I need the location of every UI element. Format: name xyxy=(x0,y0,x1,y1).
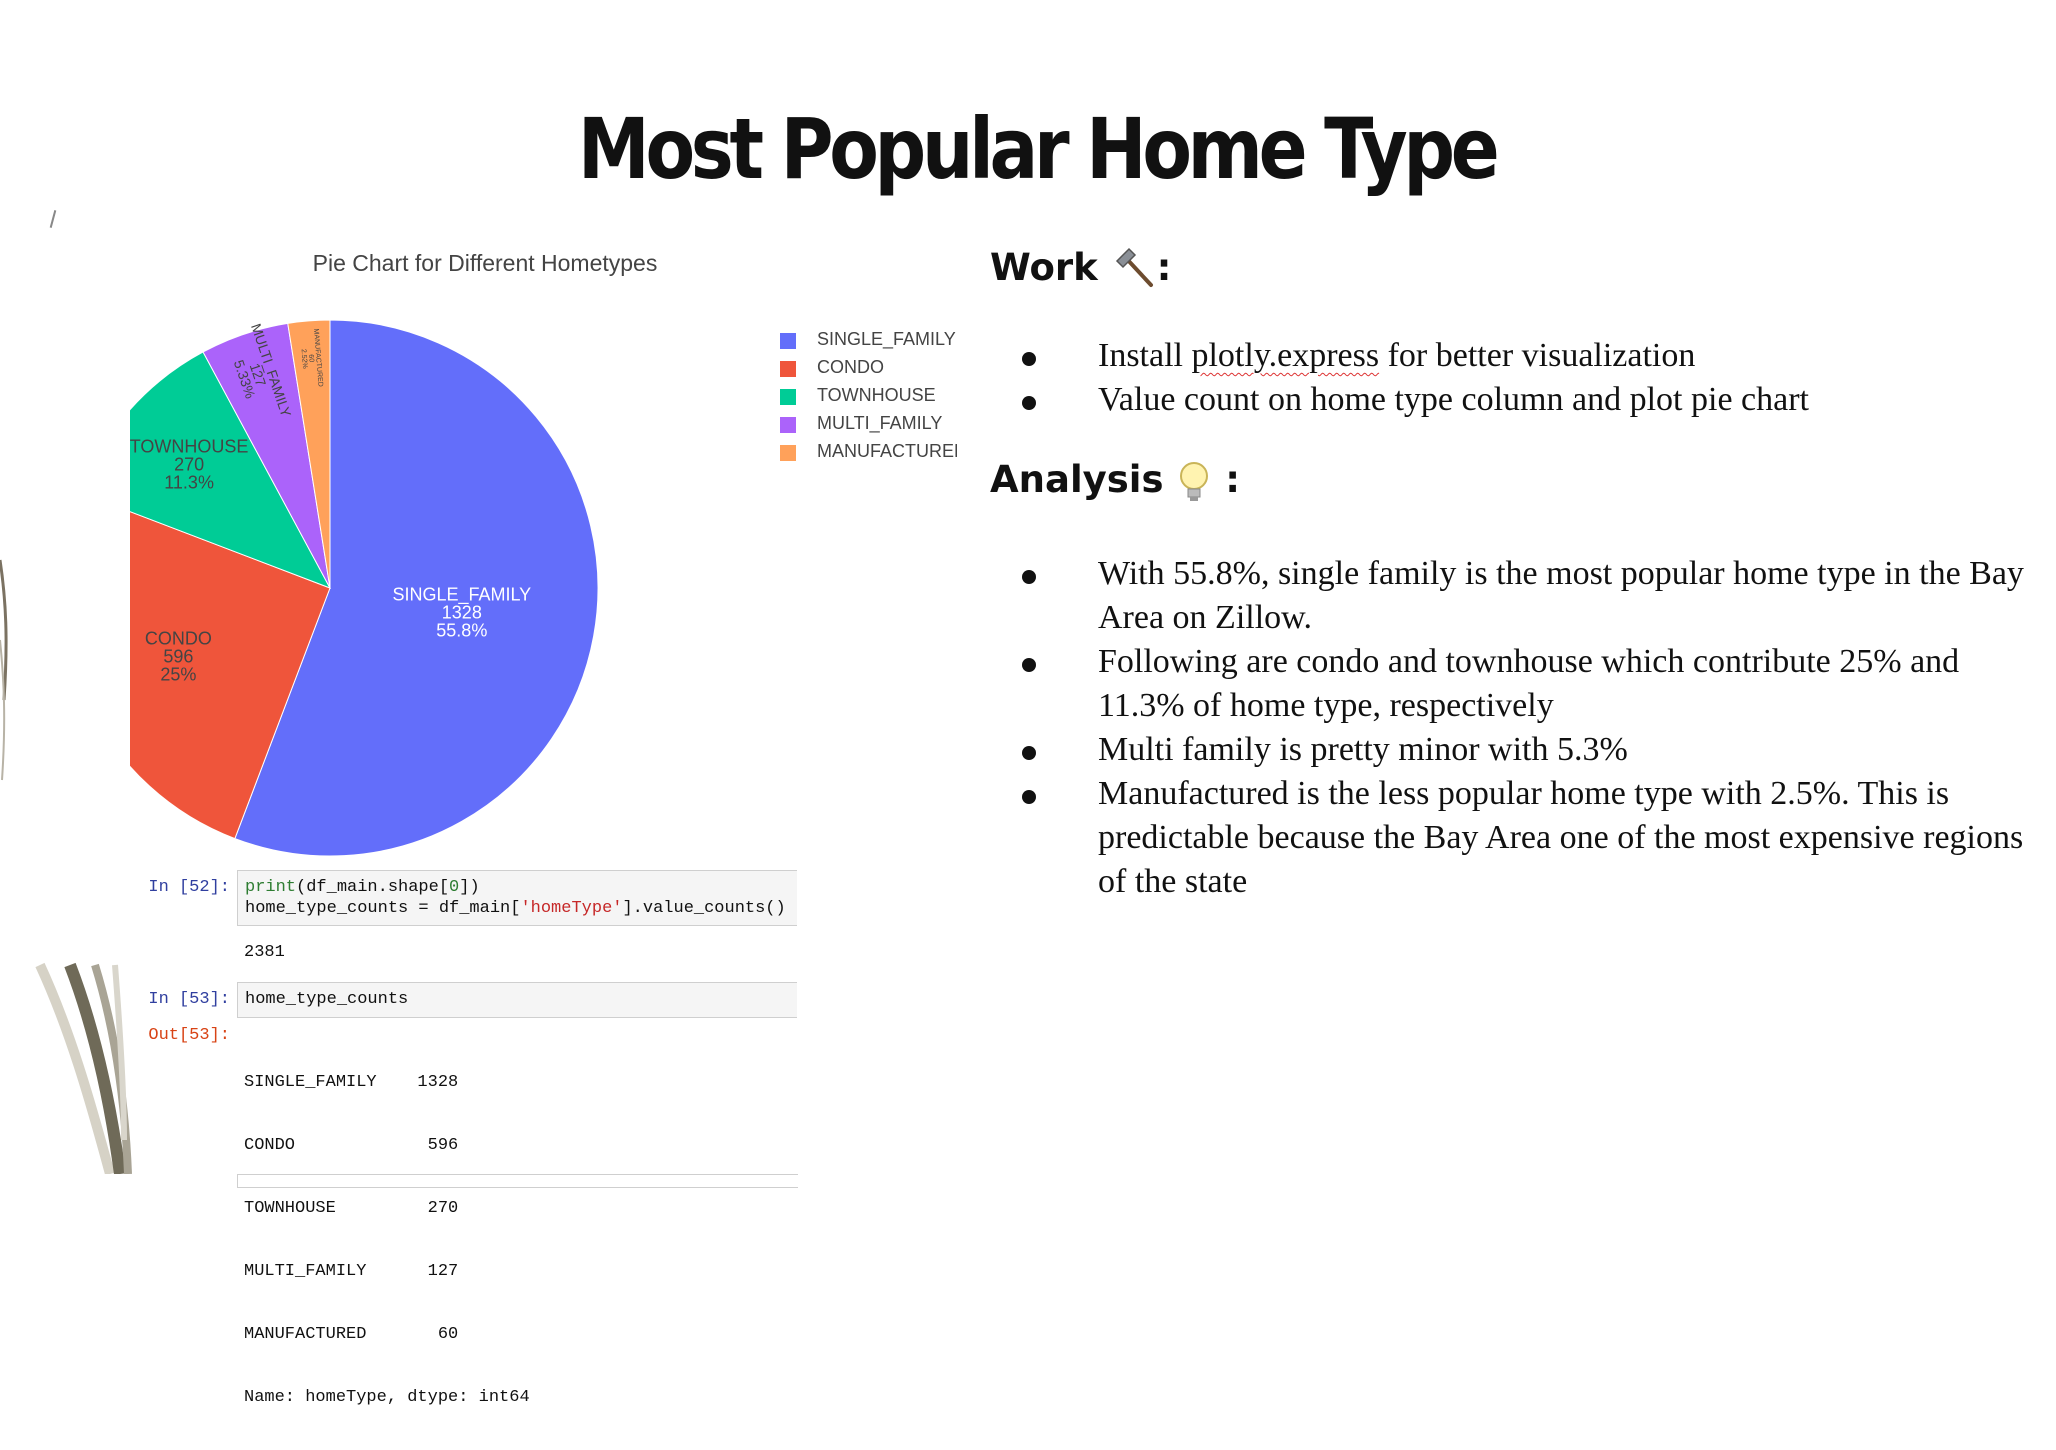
analysis-bullet: With 55.8%, single family is the most po… xyxy=(990,552,2030,640)
legend-swatch xyxy=(780,417,796,433)
output-line: SINGLE_FAMILY 1328 xyxy=(244,1073,459,1092)
bullet-text: Following are condo and townhouse which … xyxy=(1098,643,1960,724)
code-cell-53[interactable]: home_type_counts xyxy=(237,982,797,1018)
slice-label-text: 60 xyxy=(307,354,315,362)
bullet-dot xyxy=(1022,790,1036,804)
pie-slice-single-family[interactable] xyxy=(234,319,599,857)
bullet-dot xyxy=(1022,570,1036,584)
bullet-text: Multi family is pretty minor with 5.3% xyxy=(1098,731,1628,768)
bullet-text: Manufactured is the less popular home ty… xyxy=(1098,775,2024,900)
analysis-bullet: Following are condo and townhouse which … xyxy=(990,640,2030,728)
slice-label-text: 2.52% xyxy=(300,349,309,369)
bullet-dot xyxy=(1022,658,1036,672)
slice-label-text: SINGLE_FAMILY xyxy=(392,584,531,605)
code-token: print xyxy=(245,878,297,897)
slice-label-text: MANUFACTURED xyxy=(312,328,324,387)
pie-slice-townhouse[interactable] xyxy=(130,351,332,589)
output-line: Name: homeType, dtype: int64 xyxy=(244,1388,530,1407)
legend-swatch xyxy=(780,333,796,349)
cell-prompt: In [53]: xyxy=(148,990,230,1009)
bullet-dot xyxy=(1022,352,1036,366)
code-token: ].value_counts() xyxy=(622,899,786,918)
work-bullet: Value count on home type column and plot… xyxy=(990,378,2030,422)
slice-label-text: 270 xyxy=(174,454,204,474)
cell-prompt: In [52]: xyxy=(148,878,230,897)
work-bullets: Install plotly.express for better visual… xyxy=(990,334,2030,422)
slice-label-text: 1328 xyxy=(442,602,482,622)
pie-slice-condo[interactable] xyxy=(130,492,331,840)
code-token: ]) xyxy=(459,878,480,897)
legend-swatch xyxy=(780,389,796,405)
spellcheck-underlined-text: plotly.express xyxy=(1191,337,1380,374)
out-prompt: Out[53]: xyxy=(148,1026,230,1045)
code-line: print(df_main.shape[0]) xyxy=(245,877,790,898)
bullet-dot xyxy=(1022,746,1036,760)
analysis-bullet: Multi family is pretty minor with 5.3% xyxy=(990,728,2030,772)
pie-chart-panel: Pie Chart for Different Hometypes SINGLE… xyxy=(130,240,960,860)
code-token: (df_main.shape[ xyxy=(296,878,450,897)
code-line: home_type_counts xyxy=(245,990,409,1009)
work-bullet: Install plotly.express for better visual… xyxy=(990,334,2030,378)
bullet-text: for better visualization xyxy=(1379,337,1696,374)
bullet-text: Value count on home type column and plot… xyxy=(1098,381,1809,418)
slice-label-text: TOWNHOUSE xyxy=(130,436,248,456)
hammer-icon xyxy=(1115,247,1153,287)
slice-label-text: 11.3% xyxy=(164,472,214,492)
legend-label: SINGLE_FAMILY xyxy=(817,329,956,349)
legend-label: MANUFACTURED xyxy=(817,441,957,461)
lightbulb-icon xyxy=(1180,461,1209,501)
decorative-leaves xyxy=(0,559,132,1174)
legend-label: CONDO xyxy=(817,357,884,377)
output-line: TOWNHOUSE 270 xyxy=(244,1199,459,1218)
work-heading: Work : xyxy=(990,246,1171,293)
output-line: MANUFACTURED 60 xyxy=(244,1325,459,1344)
code-token: home_type_counts = df_main[ xyxy=(245,899,521,918)
chart-title: Pie Chart for Different Hometypes xyxy=(312,250,658,276)
bullet-text: With 55.8%, single family is the most po… xyxy=(1098,555,2024,636)
code-cell-52[interactable]: print(df_main.shape[0]) home_type_counts… xyxy=(237,870,797,926)
analysis-bullet: Manufactured is the less popular home ty… xyxy=(990,772,2030,904)
legend-swatch xyxy=(780,445,796,461)
slice-label-text: 596 xyxy=(163,646,193,666)
output-line: CONDO 596 xyxy=(244,1136,459,1155)
code-line: home_type_counts = df_main['homeType'].v… xyxy=(245,898,790,919)
bullet-text: Install xyxy=(1098,337,1192,374)
work-heading-text: Work xyxy=(990,246,1098,289)
analysis-heading: Analysis : xyxy=(990,458,1240,505)
pie-slice-manufactured[interactable] xyxy=(287,319,331,589)
cell-output: SINGLE_FAMILY 1328 CONDO 596 TOWNHOUSE 2… xyxy=(244,1030,530,1450)
code-cell-next[interactable] xyxy=(237,1174,798,1188)
legend-swatch xyxy=(780,361,796,377)
code-token: 0 xyxy=(449,878,460,897)
legend-label: MULTI_FAMILY xyxy=(817,413,943,433)
bullet-dot xyxy=(1022,396,1036,410)
slice-label-text: CONDO xyxy=(145,628,212,648)
cell-output: 2381 xyxy=(244,943,285,962)
analysis-bullets: With 55.8%, single family is the most po… xyxy=(990,552,2030,904)
output-line: MULTI_FAMILY 127 xyxy=(244,1262,459,1281)
slice-label-text: 127 xyxy=(247,361,270,388)
slide-title: Most Popular Home Type xyxy=(577,100,1500,198)
slice-label-text: 25% xyxy=(160,664,196,684)
slice-label-text: 55.8% xyxy=(436,620,487,640)
notebook-cells: In [52]: print(df_main.shape[0]) home_ty… xyxy=(130,860,798,1407)
analysis-heading-text: Analysis xyxy=(990,458,1164,501)
legend-label: TOWNHOUSE xyxy=(817,385,936,405)
code-token: 'homeType' xyxy=(520,899,623,918)
